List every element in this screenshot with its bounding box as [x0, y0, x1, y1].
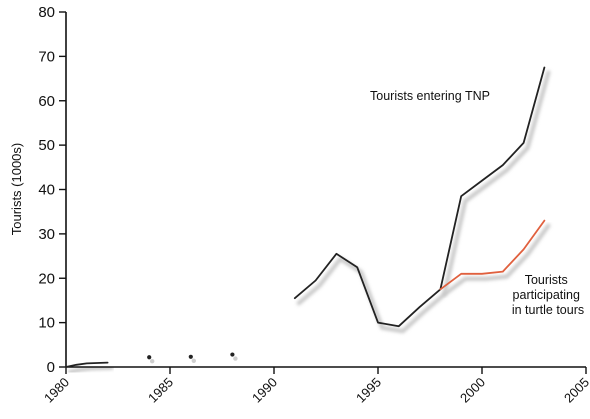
- x-tick-label-1990: 1990: [249, 375, 280, 406]
- y-axis-label: Tourists (1000s): [9, 143, 24, 235]
- y-tick-label-40: 40: [38, 182, 55, 199]
- annotation-turtle-tours-line-3: in turtle tours: [512, 303, 584, 317]
- series-0-segment-0-shadow: [68, 365, 114, 374]
- series-0-point-1-shadow: [191, 358, 196, 363]
- annotation-tourists-entering: Tourists entering TNP: [370, 89, 490, 103]
- axes: [65, 12, 586, 368]
- series-1-segment-0-shadow: [442, 223, 551, 297]
- x-tick-label-1995: 1995: [353, 375, 384, 406]
- y-tick-label-10: 10: [38, 315, 55, 332]
- series-shadow-layer: [68, 70, 551, 374]
- x-ticks: 1980 1985 1990 1995 2000 2005: [41, 367, 590, 406]
- series-0-point-0: [147, 355, 152, 360]
- y-tick-label-50: 50: [38, 137, 55, 154]
- data-points: [147, 352, 235, 360]
- series-0-segment-1-line: [293, 66, 546, 328]
- series-0-segment-1-shadow: [296, 70, 551, 334]
- annotation-turtle-tours-line-2: participating: [513, 288, 580, 302]
- series-0-point-1: [188, 354, 193, 359]
- series-0-segment-0-line: [65, 361, 109, 368]
- y-tick-label-60: 60: [38, 93, 55, 110]
- series-0-point-2-shadow: [233, 356, 238, 361]
- x-tick-label-2000: 2000: [457, 375, 488, 406]
- y-tick-label-20: 20: [38, 270, 55, 287]
- annotation-turtle-tours-line-1: Tourists: [525, 273, 568, 287]
- x-tick-label-1980: 1980: [41, 375, 72, 406]
- y-tick-label-30: 30: [38, 226, 55, 243]
- y-ticks: 0 10 20 30 40 50 60 70 80: [38, 4, 66, 376]
- series-0-point-0-shadow: [150, 359, 155, 364]
- annotation-turtle-tours: Tourists participating in turtle tours: [512, 273, 584, 317]
- y-tick-label-70: 70: [38, 48, 55, 65]
- series-1-segment-0-line: [439, 219, 546, 291]
- series-layer: [65, 66, 546, 368]
- x-tick-label-2005: 2005: [561, 375, 590, 406]
- y-tick-label-80: 80: [38, 4, 55, 21]
- x-tick-label-1985: 1985: [145, 375, 176, 406]
- y-tick-label-0: 0: [47, 359, 55, 376]
- annotation-tourists-entering-line: Tourists entering TNP: [370, 89, 490, 103]
- series-0-point-2: [230, 352, 235, 357]
